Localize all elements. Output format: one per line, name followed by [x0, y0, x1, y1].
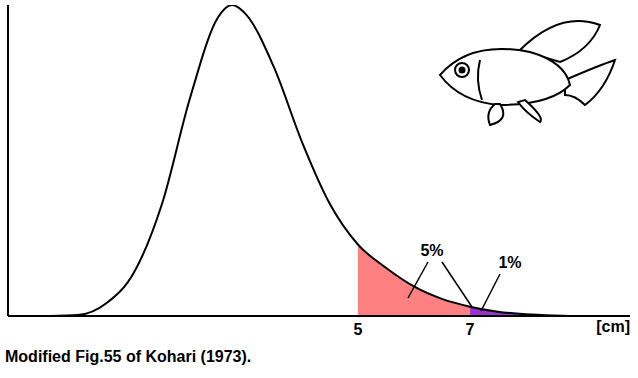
svg-text:Modified Fig.55 of Kohari (197: Modified Fig.55 of Kohari (1973).: [5, 348, 251, 365]
svg-text:1%: 1%: [498, 254, 521, 271]
svg-text:7: 7: [465, 321, 474, 338]
svg-text:5%: 5%: [420, 242, 443, 259]
svg-text:5: 5: [353, 321, 362, 338]
svg-text:[cm]: [cm]: [596, 318, 630, 335]
